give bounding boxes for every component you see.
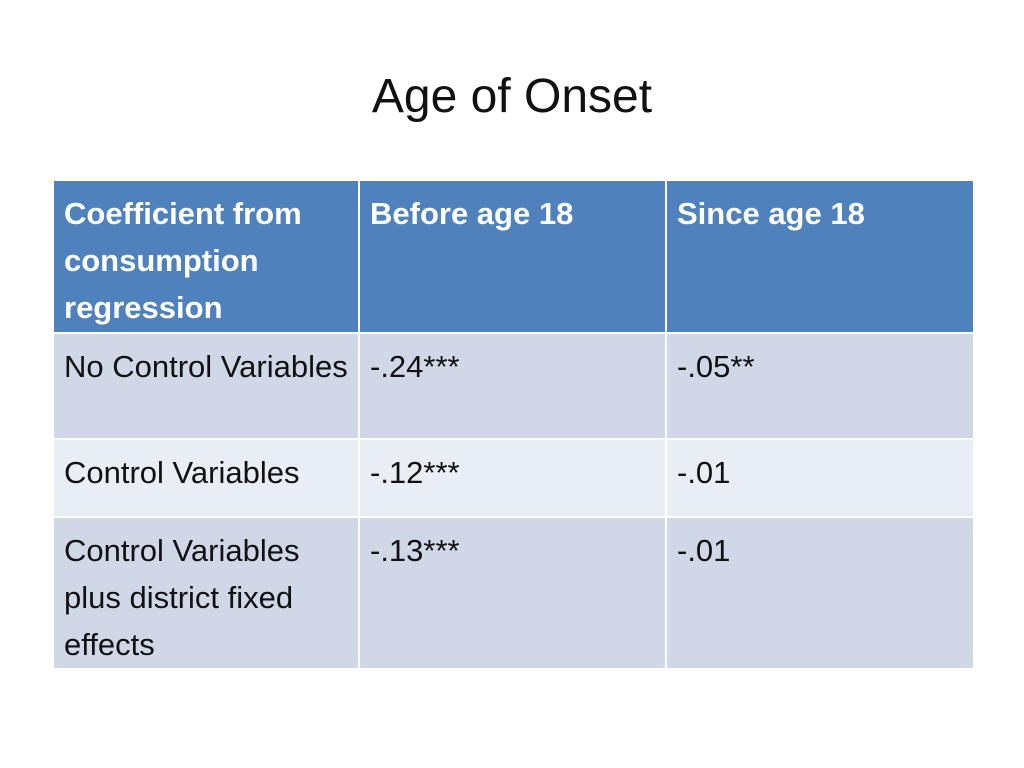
- header-cell-coefficient: Coefficient from consumption regression: [52, 179, 360, 334]
- row-label-cell: Control Variables: [52, 438, 360, 518]
- results-table: Coefficient from consumption regression …: [52, 179, 975, 670]
- since-age-18-cell: -.01: [665, 438, 975, 518]
- before-age-18-cell: -.24***: [358, 332, 667, 440]
- header-cell-before-age-18: Before age 18: [358, 179, 667, 334]
- table-row: Control Variables -.12*** -.01: [52, 438, 975, 518]
- since-age-18-cell: -.01: [665, 516, 975, 670]
- table-row: No Control Variables -.24*** -.05**: [52, 332, 975, 440]
- before-age-18-cell: -.13***: [358, 516, 667, 670]
- row-label-cell: No Control Variables: [52, 332, 360, 440]
- header-cell-since-age-18: Since age 18: [665, 179, 975, 334]
- table-header: Coefficient from consumption regression …: [52, 179, 975, 334]
- before-age-18-cell: -.12***: [358, 438, 667, 518]
- header-row: Coefficient from consumption regression …: [52, 179, 975, 334]
- slide-title: Age of Onset: [371, 70, 653, 123]
- since-age-18-cell: -.05**: [665, 332, 975, 440]
- table-body: No Control Variables -.24*** -.05** Cont…: [52, 332, 975, 670]
- table-row: Control Variables plus district fixed ef…: [52, 516, 975, 670]
- row-label-cell: Control Variables plus district fixed ef…: [52, 516, 360, 670]
